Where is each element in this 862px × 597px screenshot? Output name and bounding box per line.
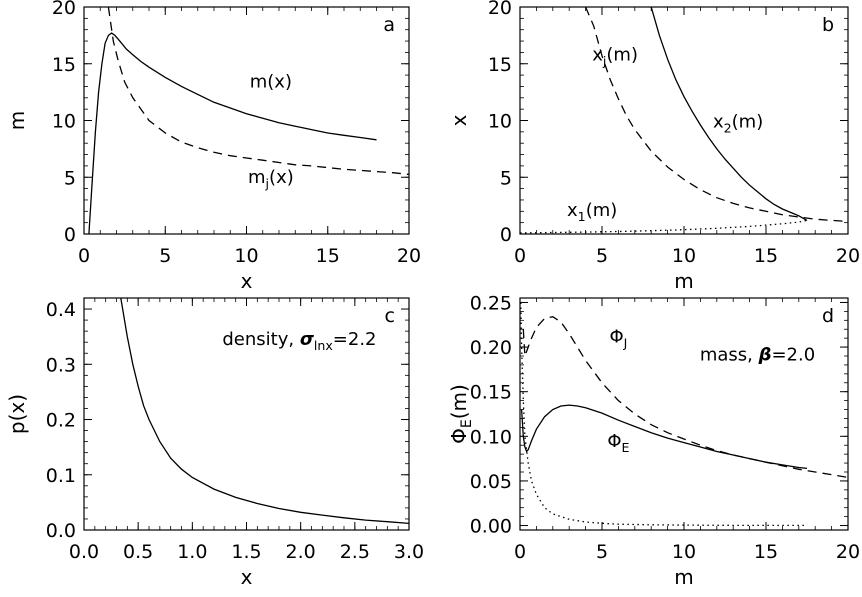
y-tick-label: 0.25 xyxy=(470,292,512,314)
y-tick-label: 20 xyxy=(52,0,76,19)
x-tick-label: 5 xyxy=(596,541,608,563)
y-tick-label: 0.4 xyxy=(46,299,76,321)
curve-annotation: xj(m) xyxy=(592,44,638,68)
x-tick-label: 3.0 xyxy=(394,541,424,563)
y-tick-label: 10 xyxy=(52,111,76,133)
panel-b: 0 5 10 15 20 0 5 10 15 20 m x b xj(m) x2(m) x1(m) xyxy=(447,0,860,293)
curve-annotation: density, σlnx=2.2 xyxy=(222,329,376,353)
panel-a: 0 5 10 15 20 0 5 10 15 20 x m a m(x) mj(x) xyxy=(5,0,421,293)
series-line-dotted xyxy=(520,302,807,527)
y-tick-label: 15 xyxy=(52,54,76,76)
x-tick-label: 0.0 xyxy=(69,541,99,563)
y-tick-label: 5 xyxy=(500,167,512,189)
y-tick-label: 0 xyxy=(500,224,512,246)
x-axis-label: x xyxy=(241,565,253,589)
x-axis-label: m xyxy=(674,565,693,589)
x-tick-label: 15 xyxy=(754,541,778,563)
curve-annotation: mj(x) xyxy=(248,167,294,191)
x-tick-label: 5 xyxy=(159,245,171,267)
panel-letter: b xyxy=(822,14,834,36)
series-line-dashed xyxy=(522,316,848,479)
x-tick-label: 5 xyxy=(596,245,608,267)
series-line-solid xyxy=(88,32,377,234)
curve-annotation: m(x) xyxy=(250,72,292,93)
panel-letter: c xyxy=(385,305,395,327)
plot-frame xyxy=(519,297,849,531)
series-group xyxy=(88,7,409,234)
curve-annotation: x1(m) xyxy=(567,200,617,224)
x-tick-label: 0 xyxy=(514,541,526,563)
x-tick-label: 10 xyxy=(672,245,696,267)
x-tick-label: 15 xyxy=(316,245,340,267)
x-tick-label: 0.5 xyxy=(123,541,153,563)
series-group xyxy=(120,298,409,525)
series-group xyxy=(520,7,848,234)
x-tick-label: 0 xyxy=(514,245,526,267)
y-tick-label: 0.3 xyxy=(46,354,76,376)
y-tick-label: 15 xyxy=(488,54,512,76)
y-tick-label: 20 xyxy=(488,0,512,19)
panel-c: 0.0 0.5 1.0 1.5 2.0 2.5 3.0 0.0 0.1 0.2 0.3 0.4 x p(x… xyxy=(5,297,424,589)
series-line-solid xyxy=(520,404,808,470)
x-tick-label: 1.0 xyxy=(177,541,207,563)
y-tick-label: 0.05 xyxy=(470,471,512,493)
y-tick-label: 0.15 xyxy=(470,382,512,404)
y-axis-label: ΦE(m) xyxy=(447,384,475,444)
x-axis-label: x xyxy=(241,269,253,293)
x-tick-label: 2.0 xyxy=(286,541,316,563)
x-tick-label: 10 xyxy=(234,245,258,267)
y-tick-label: 10 xyxy=(488,111,512,133)
curve-annotation: mass, β=2.0 xyxy=(700,344,815,365)
series-group xyxy=(520,302,848,527)
x-axis-label: m xyxy=(674,269,693,293)
x-tick-label: 20 xyxy=(397,245,421,267)
y-tick-label: 5 xyxy=(64,167,76,189)
y-tick-label: 0 xyxy=(64,224,76,246)
series-line-dashed xyxy=(585,7,848,223)
x-tick-label: 20 xyxy=(836,245,860,267)
series-line-dashed xyxy=(107,7,409,176)
y-tick-label: 0.20 xyxy=(470,337,512,359)
plot-frame xyxy=(83,6,410,235)
y-tick-label: 0.0 xyxy=(46,520,76,542)
x-tick-label: 10 xyxy=(672,541,696,563)
panel-letter: a xyxy=(383,14,395,36)
x-tick-label: 2.5 xyxy=(340,541,370,563)
curve-annotation: ΦE xyxy=(607,431,629,455)
y-tick-label: 0.10 xyxy=(470,426,512,448)
y-tick-label: 0.2 xyxy=(46,410,76,432)
curve-annotation: ΦJ xyxy=(609,327,627,351)
panel-letter: d xyxy=(822,305,834,327)
panel-d: 0 5 10 15 20 0.00 0.05 0.10 0.15 0.20 0.25 m ΦE(m) d Φ… xyxy=(447,292,860,589)
x-tick-label: 15 xyxy=(754,245,778,267)
x-tick-label: 20 xyxy=(836,541,860,563)
y-axis-label: p(x) xyxy=(5,394,29,434)
x-tick-label: 0 xyxy=(78,245,90,267)
y-tick-label: 0.1 xyxy=(46,465,76,487)
y-axis-label: m xyxy=(5,111,29,130)
x-tick-label: 1.5 xyxy=(231,541,261,563)
series-line-dotted xyxy=(520,219,808,234)
series-line-solid xyxy=(120,298,409,525)
y-axis-label: x xyxy=(447,114,471,126)
curve-annotation: x2(m) xyxy=(713,111,763,135)
y-tick-label: 0.00 xyxy=(470,516,512,538)
series-line-solid xyxy=(650,7,808,221)
